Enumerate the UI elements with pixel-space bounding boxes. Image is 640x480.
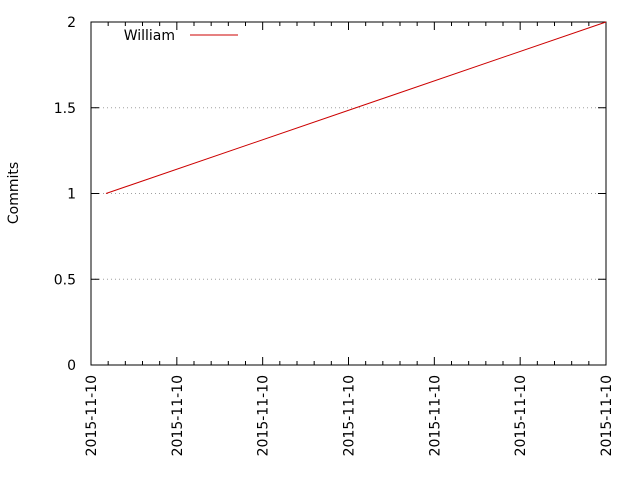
x-tick-label: 2015-11-10 xyxy=(599,375,615,456)
y-tick-label: 1 xyxy=(67,187,76,203)
x-tick-label: 2015-11-10 xyxy=(342,375,358,456)
plot-frame xyxy=(90,21,607,366)
x-tick-label: 2015-11-10 xyxy=(84,375,100,456)
x-tick-label: 2015-11-10 xyxy=(170,375,186,456)
x-tick-label: 2015-11-10 xyxy=(513,375,529,456)
series-lines xyxy=(105,21,607,194)
legend-label-william: William xyxy=(124,28,175,44)
series-line-william xyxy=(105,21,607,194)
y-axis-label: Commits xyxy=(6,162,22,224)
y-tick-label: 1.5 xyxy=(54,101,76,117)
y-tick-label: 2 xyxy=(67,15,76,31)
x-tick-label: 2015-11-10 xyxy=(256,375,272,456)
x-tick-label: 2015-11-10 xyxy=(427,375,443,456)
y-tick-label: 0.5 xyxy=(54,272,76,288)
y-tick-label: 0 xyxy=(67,358,76,374)
x-axis: 2015-11-10 2015-11-10 2015-11-10 2015-11-10… xyxy=(84,22,615,456)
legend: William xyxy=(124,28,238,44)
grid-lines xyxy=(91,107,606,280)
y-axis: 0 0.5 1 1.5 2 xyxy=(54,15,606,374)
